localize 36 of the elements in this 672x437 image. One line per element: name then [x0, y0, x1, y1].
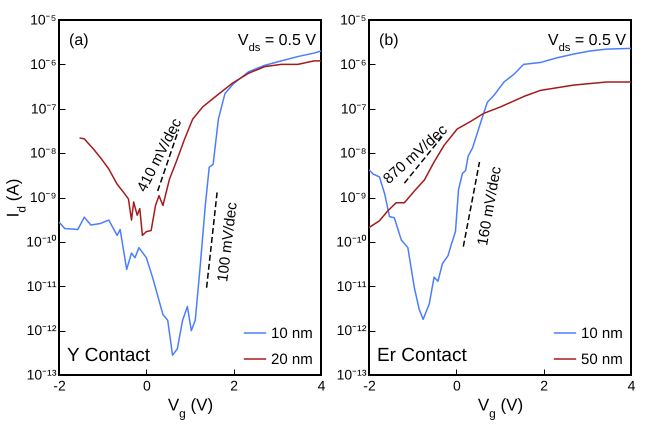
- y-tick-label: 10⁻⁶: [340, 56, 366, 72]
- y-tick-label: 10⁻⁵: [30, 12, 56, 28]
- annotation: V$_{ds}$ = 0.5 V: [238, 32, 316, 54]
- y-tick-label: 10⁻⁸: [340, 144, 367, 161]
- annotation: Y Contact: [67, 345, 151, 366]
- annotation: (b): [379, 32, 399, 49]
- y-tick-label: 10⁻¹¹: [26, 278, 57, 294]
- annotation: Er Contact: [377, 345, 468, 366]
- y-tick-label: 10⁻¹²: [26, 322, 57, 338]
- legend-label: 50 nm: [581, 351, 623, 368]
- annotation: (a): [69, 32, 89, 49]
- y-tick-label: 10⁻¹¹: [336, 278, 367, 294]
- y-tick-label: 10⁻¹²: [336, 322, 367, 338]
- y-tick-label: 10⁻¹⁰: [336, 233, 366, 250]
- y-tick-label: 10⁻⁹: [30, 189, 56, 205]
- annotation: V$_{ds}$ = 0.5 V: [548, 32, 626, 54]
- annotation: 160 mV/dec: [474, 164, 505, 247]
- x-tick-label: 2: [540, 378, 548, 394]
- annotation: 100 mV/dec: [214, 200, 241, 283]
- y-tick-label: 10⁻⁷: [30, 100, 56, 116]
- x-tick-label: 0: [452, 378, 461, 394]
- y-tick-label: 10⁻¹⁰: [26, 233, 56, 250]
- legend-label: 10 nm: [581, 325, 623, 342]
- x-axis-title: V$_{g}$ (V): [478, 396, 524, 420]
- x-tick-label: 4: [318, 378, 326, 394]
- x-tick-label: 2: [230, 378, 238, 394]
- y-tick-label: 10⁻⁹: [340, 189, 366, 205]
- y-tick-label: 10⁻⁸: [30, 144, 57, 161]
- y-tick-label: 10⁻⁷: [340, 100, 366, 116]
- y-tick-label: 10⁻⁶: [30, 56, 56, 72]
- legend-label: 20 nm: [271, 351, 313, 368]
- x-tick-label: 0: [142, 378, 151, 394]
- x-tick-label: 4: [628, 378, 636, 394]
- x-axis-title: V$_{g}$ (V): [168, 396, 214, 420]
- y-tick-label: 10⁻⁵: [340, 12, 366, 28]
- legend-label: 10 nm: [271, 325, 313, 342]
